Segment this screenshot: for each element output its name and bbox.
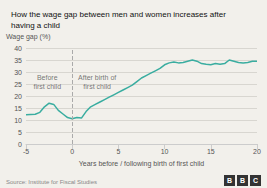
svg-text:10: 10 (14, 117, 22, 124)
svg-text:first child: first child (83, 83, 111, 90)
svg-text:15: 15 (14, 105, 22, 112)
svg-text:0: 0 (18, 141, 22, 148)
svg-text:25: 25 (14, 81, 22, 88)
svg-text:Years before / following birth: Years before / following birth of first … (79, 160, 205, 168)
svg-text:40: 40 (14, 45, 22, 52)
svg-text:having a child: having a child (11, 21, 60, 30)
svg-text:20: 20 (14, 93, 22, 100)
svg-text:first child: first child (33, 83, 61, 90)
svg-text:B: B (240, 177, 245, 184)
svg-text:After birth of: After birth of (78, 74, 116, 81)
svg-text:Wage gap (%): Wage gap (%) (6, 33, 50, 41)
svg-text:35: 35 (14, 57, 22, 64)
svg-text:5: 5 (18, 129, 22, 136)
svg-text:0: 0 (70, 148, 74, 155)
svg-text:How the wage gap between men a: How the wage gap between men and women i… (11, 10, 226, 19)
svg-text:10: 10 (161, 148, 169, 155)
svg-text:Before: Before (37, 74, 58, 81)
svg-text:Source: Institute for Fiscal S: Source: Institute for Fiscal Studies (6, 179, 97, 185)
svg-text:5: 5 (116, 148, 120, 155)
svg-text:B: B (227, 177, 232, 184)
svg-text:-5: -5 (23, 148, 29, 155)
svg-text:30: 30 (14, 69, 22, 76)
svg-text:C: C (253, 177, 258, 184)
svg-text:20: 20 (253, 148, 261, 155)
svg-text:15: 15 (207, 148, 215, 155)
